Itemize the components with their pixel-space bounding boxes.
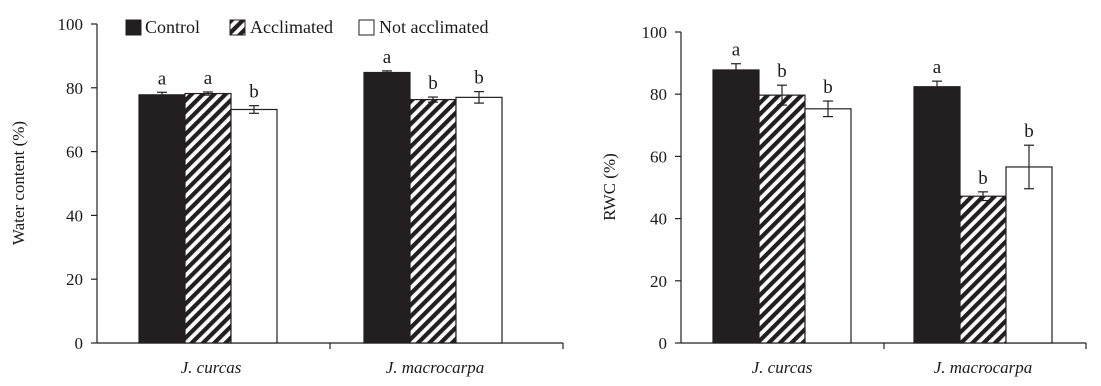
- y-tick-label: 20: [66, 270, 83, 289]
- y-tick-label: 60: [650, 147, 667, 166]
- bar-not-acclimated: [455, 96, 503, 344]
- significance-letter: b: [474, 68, 484, 89]
- significance-letter: b: [428, 73, 438, 94]
- category-label: J. macrocarpa: [386, 358, 485, 377]
- y-tick-label: 0: [659, 334, 668, 353]
- y-tick-label: 40: [66, 206, 83, 225]
- y-tick-label: 20: [650, 272, 667, 291]
- significance-letter: b: [777, 61, 787, 82]
- y-axis-label: RWC (%): [600, 153, 619, 221]
- bar-acclimated: [409, 99, 457, 344]
- y-tick-label: 100: [642, 23, 668, 42]
- bar-acclimated: [758, 94, 806, 344]
- bar-control: [913, 86, 961, 344]
- category-label: J. curcas: [752, 358, 813, 377]
- legend-label-control: Control: [145, 17, 200, 37]
- significance-letter: a: [383, 47, 392, 68]
- bar-not-acclimated: [804, 108, 852, 344]
- significance-letter: b: [1024, 121, 1034, 142]
- bar-control: [363, 71, 411, 344]
- y-tick-label: 80: [650, 85, 667, 104]
- category-label: J. curcas: [181, 358, 242, 377]
- y-tick-label: 100: [58, 15, 84, 34]
- y-tick-label: 40: [650, 210, 667, 229]
- y-tick-label: 80: [66, 79, 83, 98]
- significance-letter: a: [158, 68, 167, 89]
- bar-control: [712, 69, 760, 344]
- legend-swatch-not-acclimated: [358, 19, 375, 36]
- significance-letter: b: [249, 82, 259, 103]
- bar-not-acclimated: [230, 108, 278, 344]
- y-axis-label: Water content (%): [9, 121, 28, 245]
- significance-letter: a: [933, 57, 942, 78]
- significance-letter: b: [978, 168, 988, 189]
- legend-label-not-acclimated: Not acclimated: [379, 17, 488, 37]
- rwc-chart: RWC (%) 0 20 40 60 80 100 a b b a b b J. curcas J.…: [600, 23, 1087, 377]
- significance-letter: a: [204, 68, 213, 89]
- legend-swatch-control: [125, 19, 142, 36]
- bar-acclimated: [959, 195, 1007, 344]
- y-tick-label: 60: [66, 143, 83, 162]
- significance-letter: b: [823, 77, 833, 98]
- y-tick-label: 0: [75, 334, 84, 353]
- bar-control: [138, 94, 186, 344]
- bar-not-acclimated: [1005, 166, 1053, 344]
- water-content-chart: Water content (%) 0 20 40 60 80 100 a a b a b b J.…: [9, 15, 564, 377]
- legend-swatch-acclimated: [229, 19, 246, 36]
- significance-letter: a: [732, 40, 741, 61]
- category-label: J. macrocarpa: [934, 358, 1033, 377]
- legend: Control Acclimated Not acclimated: [125, 17, 488, 37]
- legend-label-acclimated: Acclimated: [250, 17, 333, 37]
- bar-acclimated: [184, 92, 232, 344]
